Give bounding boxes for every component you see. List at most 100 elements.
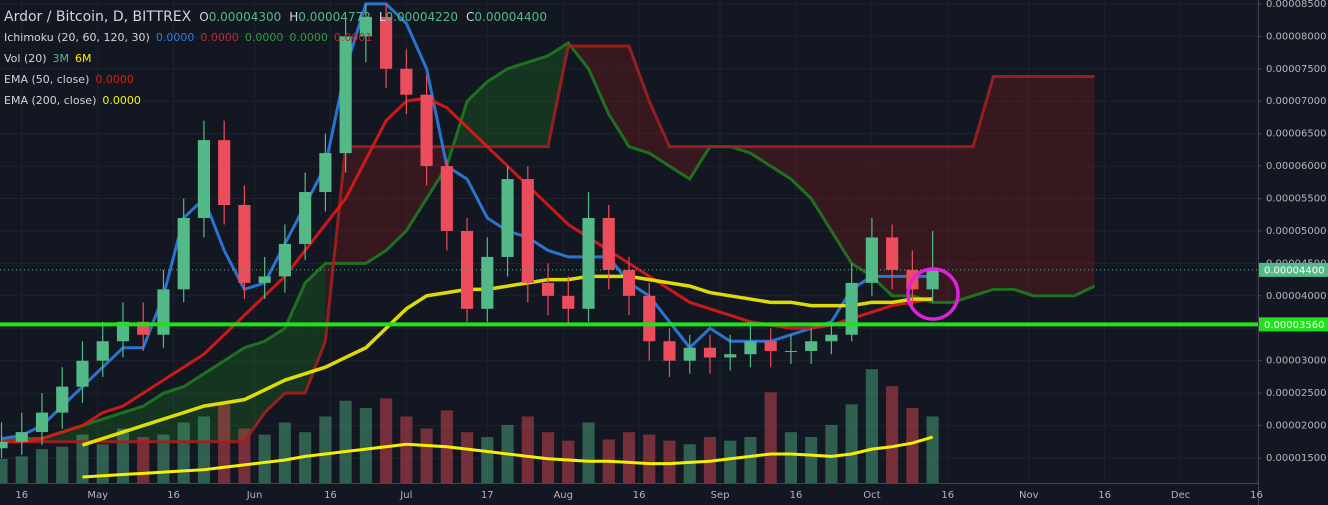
indicator-value: 0.0000 — [155, 31, 195, 44]
x-tick-label: 16 — [324, 490, 337, 501]
cloud-segment — [122, 406, 144, 442]
cloud-segment — [770, 146, 791, 180]
y-tick-label: 0.00007500 — [1266, 64, 1326, 75]
cloud-segment — [487, 68, 508, 147]
candle-body — [501, 179, 514, 257]
x-tick-label: Oct — [863, 490, 880, 501]
candle-body — [238, 205, 251, 283]
candle-body — [926, 269, 939, 290]
indicator-name: Vol (20) — [4, 52, 47, 65]
candle-body — [35, 412, 49, 433]
candle-body — [278, 243, 291, 277]
candle-body — [380, 16, 393, 69]
y-tick-label: 0.00007000 — [1266, 96, 1326, 107]
candle-body — [339, 36, 352, 154]
volume-bar — [724, 440, 737, 483]
candle-body — [258, 276, 271, 283]
volume-bar — [177, 422, 190, 483]
volume-bar — [744, 437, 757, 483]
candle-body — [299, 192, 312, 244]
candle-body — [420, 94, 433, 167]
volume-bar — [359, 407, 372, 483]
indicator-name: EMA (200, close) — [4, 94, 97, 107]
y-tick-label: 0.00001500 — [1266, 453, 1326, 464]
candle-body — [116, 321, 130, 342]
cloud-segment — [224, 347, 245, 442]
x-tick-label: 16 — [1250, 490, 1263, 501]
candle-body — [825, 334, 838, 342]
volume-bar — [56, 446, 69, 483]
cloud-segment — [811, 146, 832, 231]
candle-body — [197, 140, 211, 218]
y-tick-label: 0.00004000 — [1266, 291, 1326, 302]
indicator-value: 3M — [52, 52, 70, 65]
indicator-value: 0.0000 — [95, 73, 134, 86]
cloud-segment — [264, 328, 285, 413]
candle-body — [582, 217, 595, 309]
volume-bar — [643, 434, 656, 483]
candle-body — [521, 179, 534, 283]
candle-body — [15, 432, 28, 442]
volume-bar — [460, 432, 474, 483]
cloud-segment — [507, 62, 528, 147]
legend-row: Ardor / Bitcoin, D, BITTREX O0.00004300 H0… — [4, 7, 547, 27]
candle-body — [805, 341, 818, 351]
volume-bar — [258, 434, 271, 483]
volume-bar — [622, 432, 636, 483]
volume-ma-line — [82, 435, 934, 479]
indicator-value: 0.0000 — [244, 31, 284, 44]
cloud-segment — [831, 146, 852, 264]
x-tick-label: Jul — [399, 490, 412, 501]
candle-body — [643, 295, 656, 342]
candle-body — [460, 230, 474, 309]
cloud-segment — [1054, 76, 1075, 296]
x-tick-label: Aug — [553, 490, 573, 501]
volume-bar — [278, 422, 291, 483]
volume-bar — [339, 400, 352, 483]
cloud-segment — [993, 76, 1014, 290]
volume-bar — [319, 416, 332, 483]
legend: Ardor / Bitcoin, D, BITTREX O0.00004300 H0… — [4, 7, 547, 111]
cloud-segment — [588, 46, 609, 115]
legend-row: EMA (200, close) 0.0000 — [4, 90, 547, 111]
volume-bar — [562, 440, 575, 483]
ohlc-value: 0.00004300 — [208, 10, 282, 24]
volume-bar — [400, 416, 413, 483]
highlight-circle — [906, 267, 960, 321]
legend-row: EMA (50, close) 0.0000 — [4, 69, 547, 90]
price-label: 0.00003560 — [1264, 320, 1324, 331]
cloud-segment — [669, 146, 690, 180]
cloud-segment — [406, 146, 427, 231]
candle-body — [886, 237, 899, 270]
candle-body — [0, 441, 8, 449]
x-tick-label: May — [87, 490, 108, 501]
legend-row: Vol (20) 3M 6M — [4, 48, 547, 69]
legend-row: Ichimoku (20, 60, 120, 30) 0.0000 0.0000 0.… — [4, 27, 547, 48]
y-tick-label: 0.00006000 — [1266, 161, 1326, 172]
volume-bar — [521, 416, 534, 483]
y-tick-label: 0.00006500 — [1266, 129, 1326, 140]
volume-bar — [825, 424, 838, 483]
price-label-box — [1259, 317, 1328, 332]
volume-bar — [906, 407, 919, 483]
cloud-segment — [143, 393, 164, 442]
candle-body — [319, 153, 332, 193]
annotations — [906, 267, 960, 321]
indicator-value: 0.0001 — [333, 31, 373, 44]
candle-body — [440, 166, 453, 231]
y-tick-label: 0.00005000 — [1266, 226, 1326, 237]
candle-body — [76, 360, 89, 387]
price-levels — [0, 269, 1258, 327]
ohlc-value: 0.00004400 — [474, 10, 547, 24]
volume-bar — [926, 416, 939, 483]
volume-bar — [886, 386, 899, 483]
y-tick-label: 0.00005500 — [1266, 194, 1326, 205]
volume-bar — [96, 444, 109, 483]
x-tick-label: 16 — [167, 490, 180, 501]
candle-body — [784, 350, 798, 352]
ohlc-value: 0.00004772 — [298, 10, 371, 24]
cloud-segment — [912, 146, 933, 303]
volume-bar — [0, 458, 8, 483]
ohlc-name: O — [199, 10, 209, 24]
